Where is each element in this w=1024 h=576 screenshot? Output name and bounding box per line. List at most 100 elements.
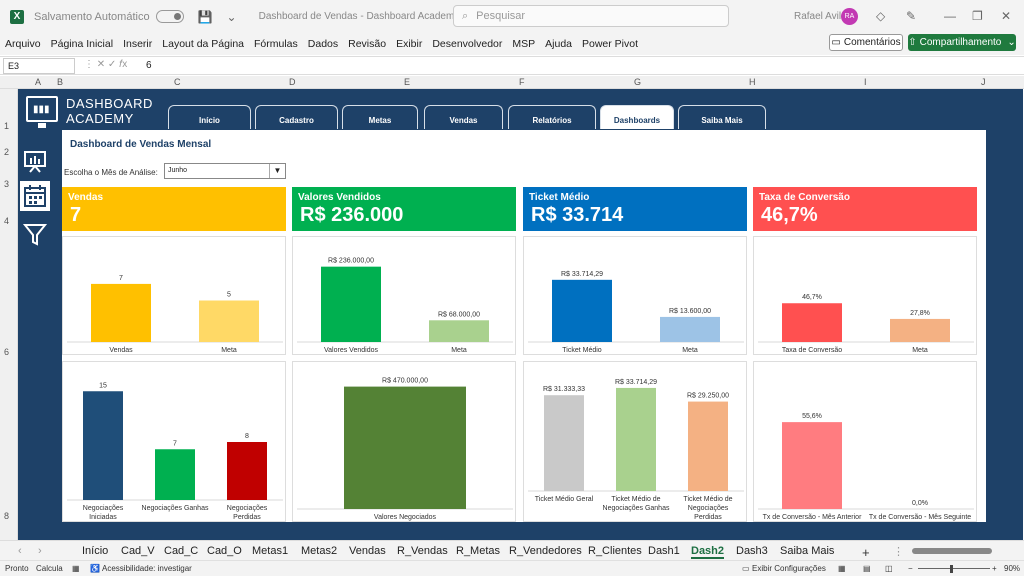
chart-bar[interactable] — [782, 303, 842, 342]
ribbon-tab-9[interactable]: MSP — [512, 38, 536, 50]
chart-bar[interactable] — [782, 422, 842, 509]
search-input[interactable]: ⌕ Pesquisar — [453, 5, 729, 27]
tab-5[interactable]: Dashboards — [600, 105, 674, 129]
ribbon-tab-4[interactable]: Fórmulas — [254, 38, 298, 50]
zoom-in-icon[interactable]: + — [992, 564, 997, 573]
ribbon-tab-10[interactable]: Ajuda — [545, 38, 572, 50]
add-sheet-icon[interactable]: + — [862, 545, 870, 560]
close-icon[interactable]: ✕ — [1001, 9, 1012, 23]
tab-3[interactable]: Vendas — [424, 105, 503, 129]
sheet-tab[interactable]: Cad_V — [121, 545, 155, 557]
restore-icon[interactable]: ❐ — [972, 9, 983, 23]
sheet-tab[interactable]: Cad_O — [207, 545, 242, 557]
sheet-options-icon[interactable]: ⋮ — [893, 546, 904, 558]
avatar[interactable]: RA — [841, 8, 858, 25]
tab-2[interactable]: Metas — [342, 105, 418, 129]
autosave-toggle[interactable] — [155, 10, 184, 23]
ribbon-tab-7[interactable]: Exibir — [396, 38, 423, 50]
sheet-tab[interactable]: Início — [82, 545, 109, 557]
zoom-slider-thumb[interactable] — [950, 565, 953, 573]
more-commands-icon[interactable]: ⌄ — [226, 9, 237, 24]
display-settings[interactable]: Exibir Configurações — [752, 564, 826, 573]
premium-icon[interactable]: ◇ — [876, 9, 886, 23]
next-sheet-icon[interactable]: › — [38, 545, 42, 557]
zoom-out-icon[interactable]: − — [908, 564, 913, 573]
prev-sheet-icon[interactable]: ‹ — [18, 545, 22, 557]
sheet-tab[interactable]: R_Vendas — [397, 545, 448, 557]
zoom-level[interactable]: 90% — [1004, 564, 1021, 573]
macro-icon[interactable]: ▦ — [72, 564, 80, 573]
chart-bar[interactable] — [83, 391, 123, 500]
user-name[interactable]: Rafael Avila — [794, 11, 847, 22]
chart-bar[interactable] — [155, 449, 195, 500]
column-header[interactable]: B — [57, 77, 64, 87]
chart-bar[interactable] — [344, 386, 466, 509]
document-title[interactable]: Dashboard de Vendas - Dashboard Academy.… — [258, 11, 513, 22]
sheet-tab[interactable]: R_Clientes — [588, 545, 642, 557]
page-break-icon[interactable]: ◫ — [885, 564, 893, 573]
save-icon[interactable]: 💾 — [197, 9, 213, 24]
chart-bar[interactable] — [199, 300, 259, 343]
ribbon-tab-8[interactable]: Desenvolvedor — [432, 38, 503, 50]
normal-view-icon[interactable]: ▦ — [838, 564, 846, 573]
horizontal-scrollbar[interactable] — [912, 548, 992, 554]
tab-1[interactable]: Cadastro — [255, 105, 338, 129]
status-accessibility[interactable]: Acessibilidade: investigar — [102, 564, 192, 573]
column-header[interactable]: J — [981, 77, 986, 87]
ribbon-tab-1[interactable]: Página Inicial — [50, 38, 114, 50]
sheet-tab[interactable]: R_Vendedores — [509, 545, 582, 557]
month-dropdown[interactable]: Junho ▼ — [164, 163, 286, 179]
chart-bar[interactable] — [544, 395, 584, 491]
sheet-tab[interactable]: Metas2 — [301, 545, 338, 557]
sheet-tab[interactable]: R_Metas — [456, 545, 501, 557]
dropdown-arrow-icon[interactable]: ▼ — [269, 164, 285, 178]
chart-bar[interactable] — [429, 320, 489, 342]
row-header[interactable]: 6 — [4, 347, 10, 357]
row-header[interactable]: 1 — [4, 121, 10, 131]
name-box[interactable]: E3 — [3, 58, 75, 74]
share-button[interactable]: ⇧ Compartilhamento ⌄ — [908, 34, 1016, 51]
row-header[interactable]: 8 — [4, 511, 10, 521]
row-header[interactable]: 3 — [4, 179, 10, 189]
row-header[interactable]: 4 — [4, 216, 10, 226]
chart-bar[interactable] — [552, 279, 612, 342]
chart-bar[interactable] — [91, 283, 151, 342]
sheet-tab[interactable]: Metas1 — [252, 545, 289, 557]
sheet-tab[interactable]: Saiba Mais — [780, 545, 835, 557]
tab-6[interactable]: Saiba Mais — [678, 105, 766, 129]
ribbon-tab-2[interactable]: Inserir — [123, 38, 153, 50]
column-header[interactable]: G — [634, 77, 642, 87]
tab-0[interactable]: Início — [168, 105, 251, 129]
column-header[interactable]: A — [35, 77, 42, 87]
filter-icon[interactable] — [20, 219, 50, 249]
chart-bar[interactable] — [688, 401, 728, 491]
formula-input[interactable]: 6 — [146, 60, 152, 71]
comments-button[interactable]: ▭ Comentários — [829, 34, 903, 51]
column-header[interactable]: I — [864, 77, 867, 87]
ribbon-tab-6[interactable]: Revisão — [348, 38, 387, 50]
chart-bar[interactable] — [890, 318, 950, 342]
ribbon-tab-11[interactable]: Power Pivot — [582, 38, 639, 50]
ribbon-tab-3[interactable]: Layout da Página — [162, 38, 244, 50]
column-header[interactable]: E — [404, 77, 411, 87]
ribbon-tab-0[interactable]: Arquivo — [5, 38, 41, 50]
page-layout-icon[interactable]: ▤ — [863, 564, 871, 573]
zoom-slider[interactable] — [918, 568, 990, 569]
sheet-tab[interactable]: Vendas — [349, 545, 386, 557]
column-header[interactable]: F — [519, 77, 525, 87]
status-calc[interactable]: Calcula — [36, 564, 63, 573]
sheet-tab[interactable]: Dash3 — [736, 545, 768, 557]
chart-bar[interactable] — [616, 387, 656, 491]
sheet-tab[interactable]: Dash2 — [691, 545, 725, 559]
minimize-icon[interactable]: — — [944, 9, 956, 23]
chart-bar[interactable] — [660, 316, 720, 342]
presentation-chart-icon[interactable] — [20, 146, 50, 176]
column-header[interactable]: D — [289, 77, 296, 87]
calendar-icon[interactable] — [20, 181, 50, 211]
fx-icon[interactable]: ⋮ ✕ ✓ 𝑓x — [84, 59, 128, 70]
sheet-tab[interactable]: Dash1 — [648, 545, 680, 557]
sheet-tab[interactable]: Cad_C — [164, 545, 199, 557]
row-header[interactable]: 2 — [4, 147, 10, 157]
chart-bar[interactable] — [321, 266, 381, 342]
tab-4[interactable]: Relatórios — [508, 105, 596, 129]
